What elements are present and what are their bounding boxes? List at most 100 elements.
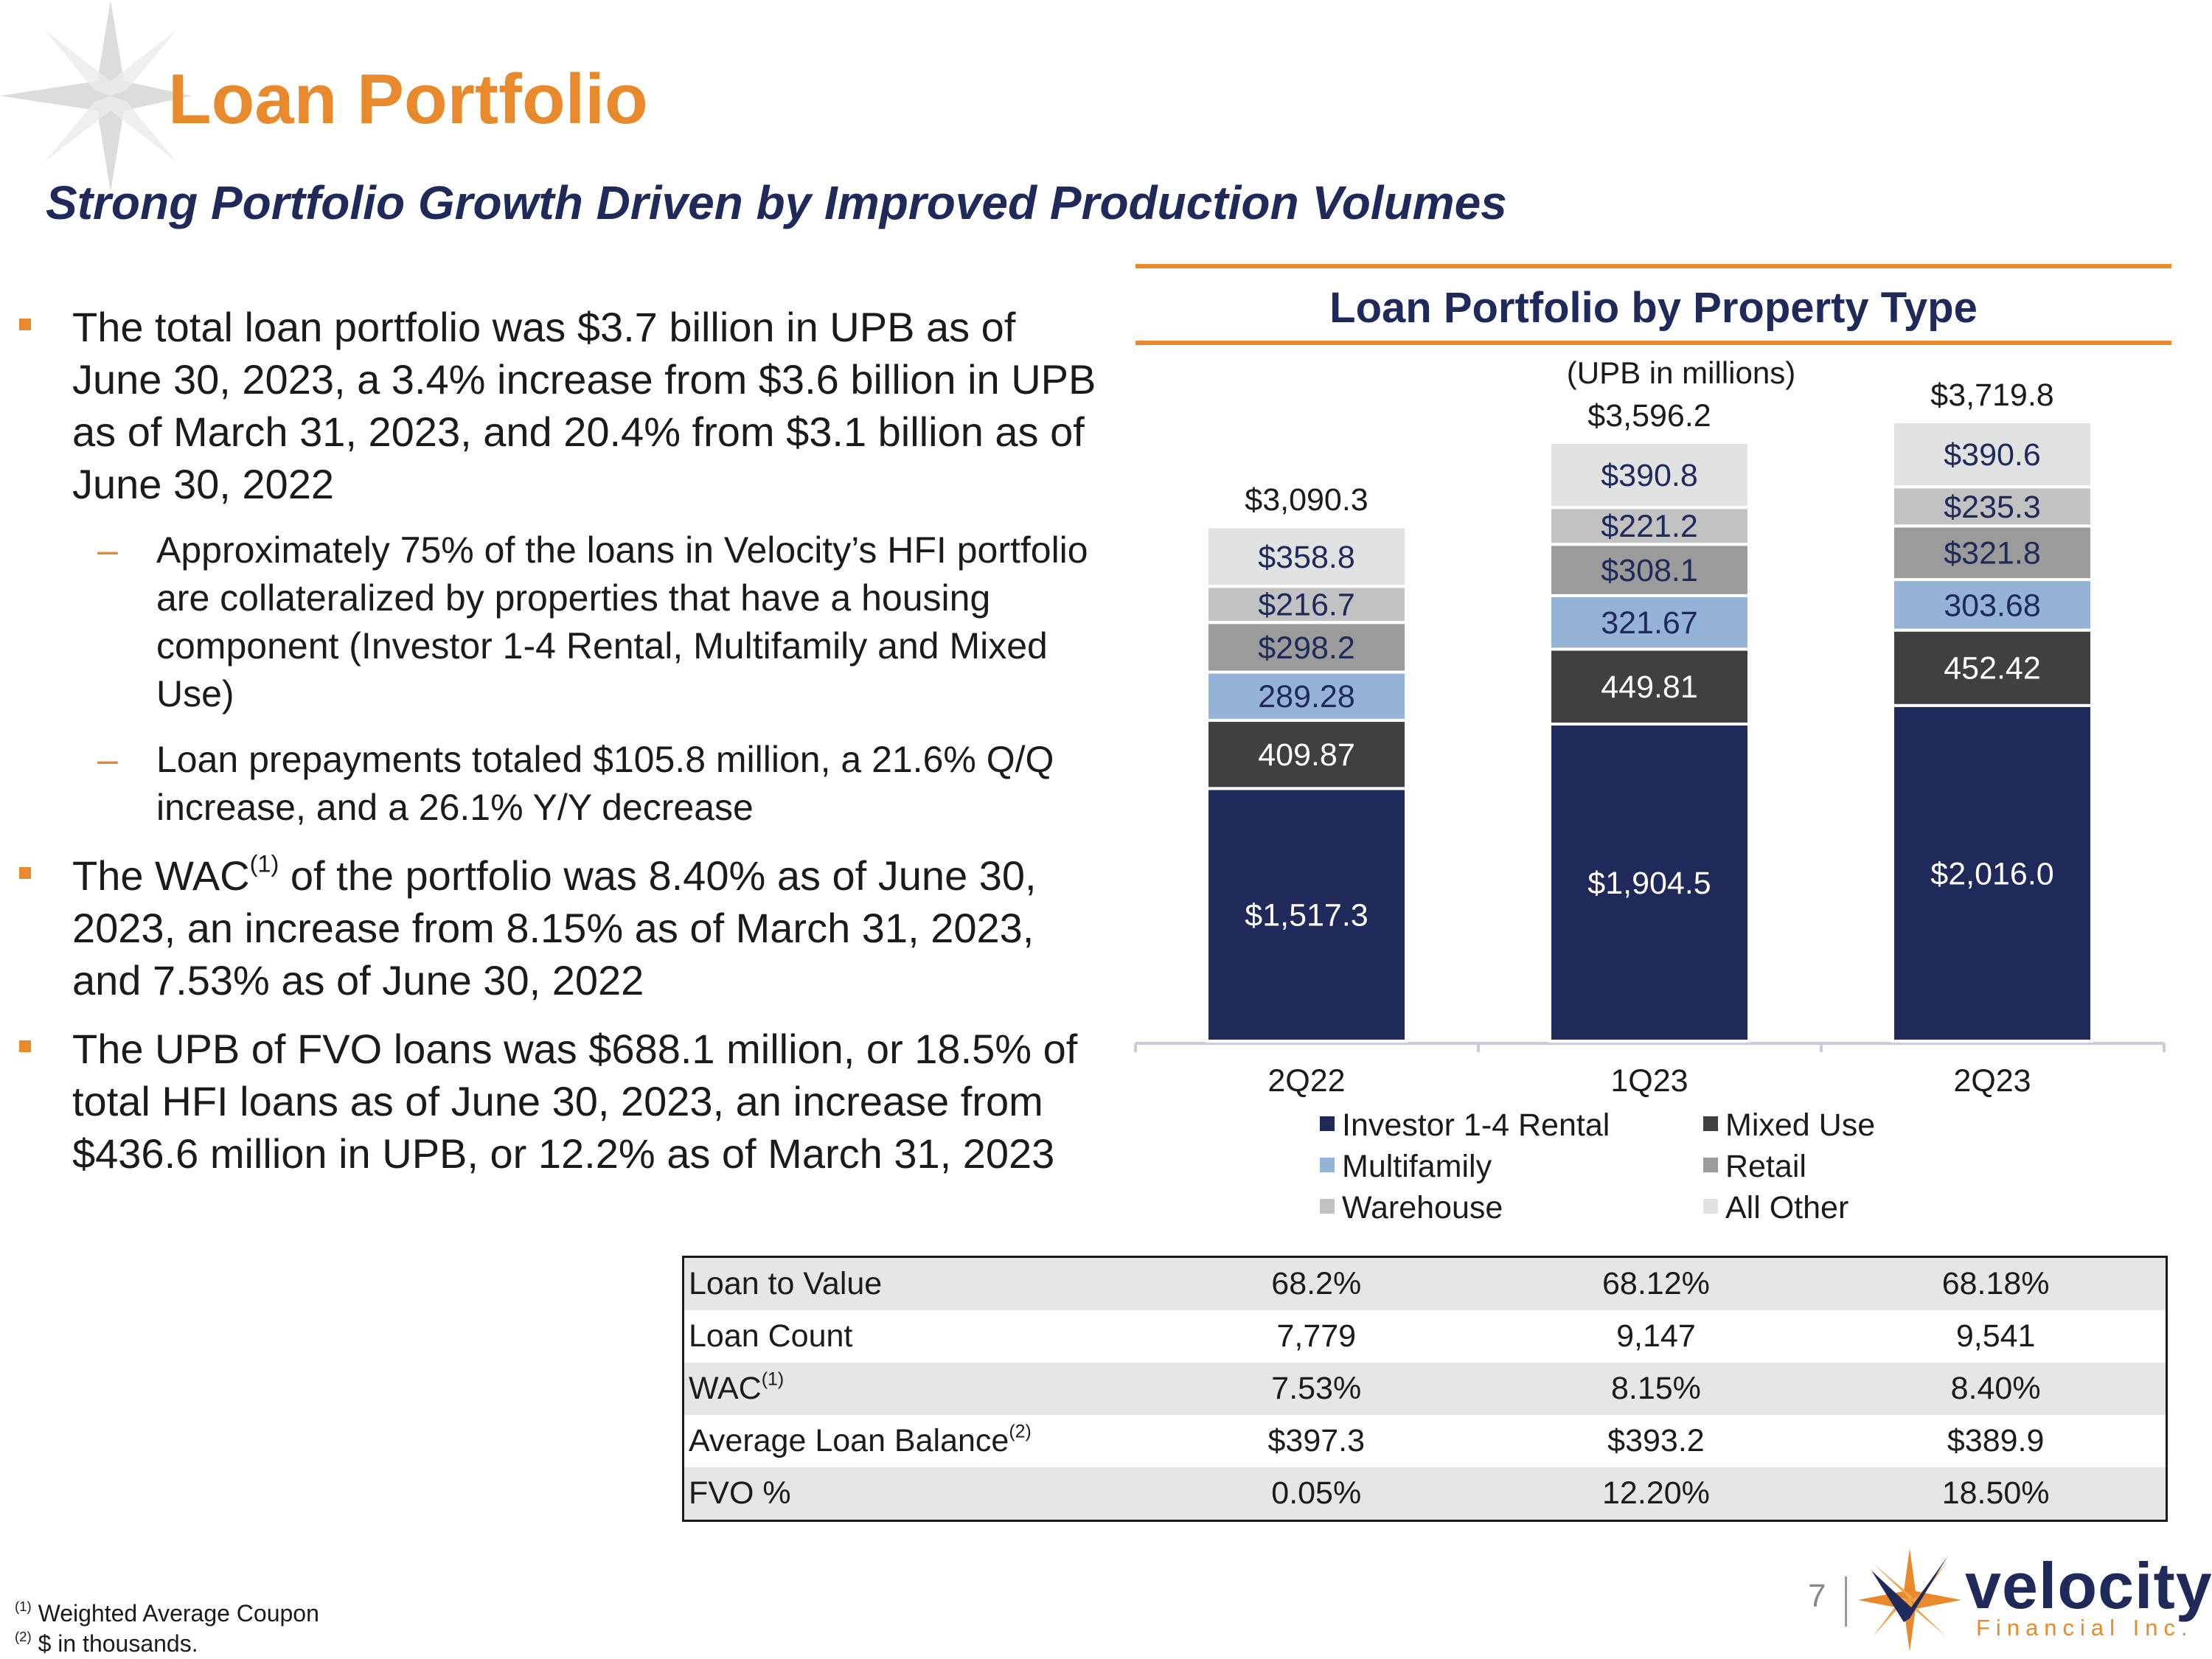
x-tick-label: 1Q23 (1610, 1063, 1688, 1099)
page-title: Loan Portfolio (168, 60, 648, 139)
stacked-bar-chart: $1,517.3 409.87 289.28 $298.2 $216.7 $358.8 $3… (1134, 378, 2166, 1225)
legend-swatch (1320, 1199, 1335, 1214)
table-cell: 7.53% (1146, 1363, 1486, 1415)
row-label: Loan Count (689, 1318, 853, 1354)
legend-label: All Other (1725, 1190, 1848, 1225)
data-label-warehouse: $221.2 (1601, 509, 1698, 544)
logo-divider (1845, 1576, 1847, 1627)
bar-retail-2q22 (1206, 621, 1408, 674)
row-label: FVO % (683, 1467, 1147, 1521)
bar-mixed-use-1q23 (1548, 647, 1750, 726)
table-cell: 8.40% (1826, 1363, 2167, 1415)
data-label-mixed-use: 452.42 (1944, 651, 2041, 686)
data-label-warehouse: $216.7 (1258, 588, 1355, 623)
table-cell: 9,541 (1955, 1318, 2036, 1354)
legend-swatch (1703, 1158, 1718, 1172)
data-label-all-other: $358.8 (1258, 540, 1355, 575)
star-burst-decoration (0, 0, 192, 192)
table-cell: 18.50% (1826, 1467, 2167, 1521)
bar-all-other-2q22 (1206, 525, 1408, 588)
data-label-mixed-use: 409.87 (1258, 737, 1355, 773)
x-tick-label: 2Q22 (1267, 1063, 1345, 1099)
footnote-marker: (2) (1009, 1421, 1032, 1442)
table-row: WAC(1) 7.53% 8.15% 8.40% (683, 1363, 2167, 1415)
data-label-all-other: $390.8 (1601, 458, 1698, 493)
x-tick-label: 2Q23 (1953, 1063, 2031, 1099)
table-row: FVO % 0.05% 12.20% 18.50% (683, 1467, 2167, 1521)
bar-investor-1-4-rental-1q23 (1548, 722, 1750, 1043)
data-label-all-other: $390.6 (1944, 437, 2041, 473)
data-label-warehouse: $235.3 (1944, 490, 2041, 525)
row-label: WAC(1) (683, 1363, 1147, 1415)
bar-retail-1q23 (1548, 543, 1750, 597)
chart-unit-label: (UPB in millions) (1566, 355, 1796, 390)
table-row: Loan Count 7,779 9,147 9,541 (684, 1310, 2167, 1363)
bar-mixed-use-2q23 (1891, 628, 2093, 707)
table-cell: 68.18% (1826, 1256, 2167, 1310)
bar-mixed-use-2q22 (1206, 718, 1408, 790)
bar-multifamily-2q23 (1891, 578, 2093, 632)
row-label: Average Loan Balance(2) (689, 1421, 1032, 1458)
dash-marker: – (97, 529, 118, 571)
row-label: Loan to Value (683, 1256, 1147, 1310)
total-label: $3,090.3 (1245, 482, 1368, 518)
legend-label: Retail (1725, 1149, 1806, 1184)
bullet-marker (19, 1040, 31, 1052)
velocity-logo: velocity (1965, 1549, 2212, 1622)
bullet-portfolio-total: The total loan portfolio was $3.7 billio… (15, 301, 1099, 510)
chart-header: Loan Portfolio by Property Type (1135, 264, 2171, 345)
velocity-star-icon (1858, 1548, 1961, 1652)
chart-title: Loan Portfolio by Property Type (1329, 284, 1978, 332)
legend-swatch (1320, 1116, 1335, 1131)
data-label-investor-1-4-rental: $1,904.5 (1587, 866, 1711, 901)
bar-all-other-1q23 (1548, 441, 1750, 509)
table-cell: 68.12% (1486, 1256, 1826, 1310)
legend-swatch (1703, 1116, 1718, 1131)
header-rule-top (1135, 264, 2171, 268)
data-label-multifamily: 321.67 (1601, 605, 1698, 641)
table-cell: 9,147 (1616, 1318, 1696, 1354)
data-label-multifamily: 289.28 (1258, 679, 1355, 714)
bar-warehouse-2q22 (1206, 585, 1408, 625)
legend-label: Mixed Use (1725, 1107, 1875, 1143)
table-cell: 12.20% (1486, 1467, 1826, 1521)
data-label-retail: $321.8 (1944, 536, 2041, 571)
table-row: Loan to Value 68.2% 68.12% 68.18% (683, 1256, 2167, 1310)
bullet-wac: The WAC(1) of the portfolio was 8.40% as… (15, 849, 1099, 1006)
bullet-marker (19, 867, 31, 879)
page-subtitle: Strong Portfolio Growth Driven by Improv… (46, 176, 1507, 229)
footnotes: (1) Weighted Average Coupon (2) $ in tho… (15, 1599, 319, 1659)
table-row: Average Loan Balance(2) $397.3 $393.2 $389.… (684, 1415, 2167, 1467)
data-label-multifamily: 303.68 (1944, 588, 2041, 623)
dash-marker: – (97, 739, 118, 780)
sub-bullet-housing: – Approximately 75% of the loans in Velo… (15, 526, 1099, 718)
legend-swatch (1703, 1199, 1718, 1214)
table-cell: 7,779 (1276, 1318, 1357, 1354)
portfolio-metrics-table: Loan to Value 68.2% 68.12% 68.18% Loan Count… (682, 1256, 2168, 1522)
table-cell: 0.05% (1146, 1467, 1486, 1521)
bar-all-other-2q23 (1891, 420, 2093, 489)
page-number: 7 (1808, 1578, 1826, 1614)
table-cell: $389.9 (1947, 1423, 2045, 1458)
velocity-logo-subtitle: Financial Inc. (1976, 1615, 2194, 1641)
table-cell: $397.3 (1267, 1423, 1366, 1458)
table-cell: 68.2% (1146, 1256, 1486, 1310)
total-label: $3,719.8 (1930, 378, 2053, 413)
bar-multifamily-1q23 (1548, 594, 1750, 651)
legend-swatch (1320, 1158, 1335, 1172)
sub-bullet-prepayments: – Loan prepayments totaled $105.8 millio… (15, 736, 1099, 832)
bar-investor-1-4-rental-2q22 (1206, 787, 1408, 1043)
header-rule-bottom (1135, 341, 2171, 345)
bullet-list: The total loan portfolio was $3.7 billio… (15, 301, 1099, 1196)
table-cell: $393.2 (1607, 1423, 1705, 1458)
footnote-2: (2) $ in thousands. (15, 1629, 198, 1657)
bar-investor-1-4-rental-2q23 (1891, 703, 2093, 1043)
bullet-fvo: The UPB of FVO loans was $688.1 million,… (15, 1023, 1099, 1180)
legend-label: Multifamily (1342, 1149, 1492, 1184)
footnote-1: (1) Weighted Average Coupon (15, 1599, 319, 1627)
bar-multifamily-2q22 (1206, 670, 1408, 722)
data-label-investor-1-4-rental: $1,517.3 (1245, 898, 1368, 933)
table-cell: 8.15% (1486, 1363, 1826, 1415)
legend-label: Investor 1-4 Rental (1342, 1107, 1610, 1143)
bullet-marker (19, 319, 31, 330)
